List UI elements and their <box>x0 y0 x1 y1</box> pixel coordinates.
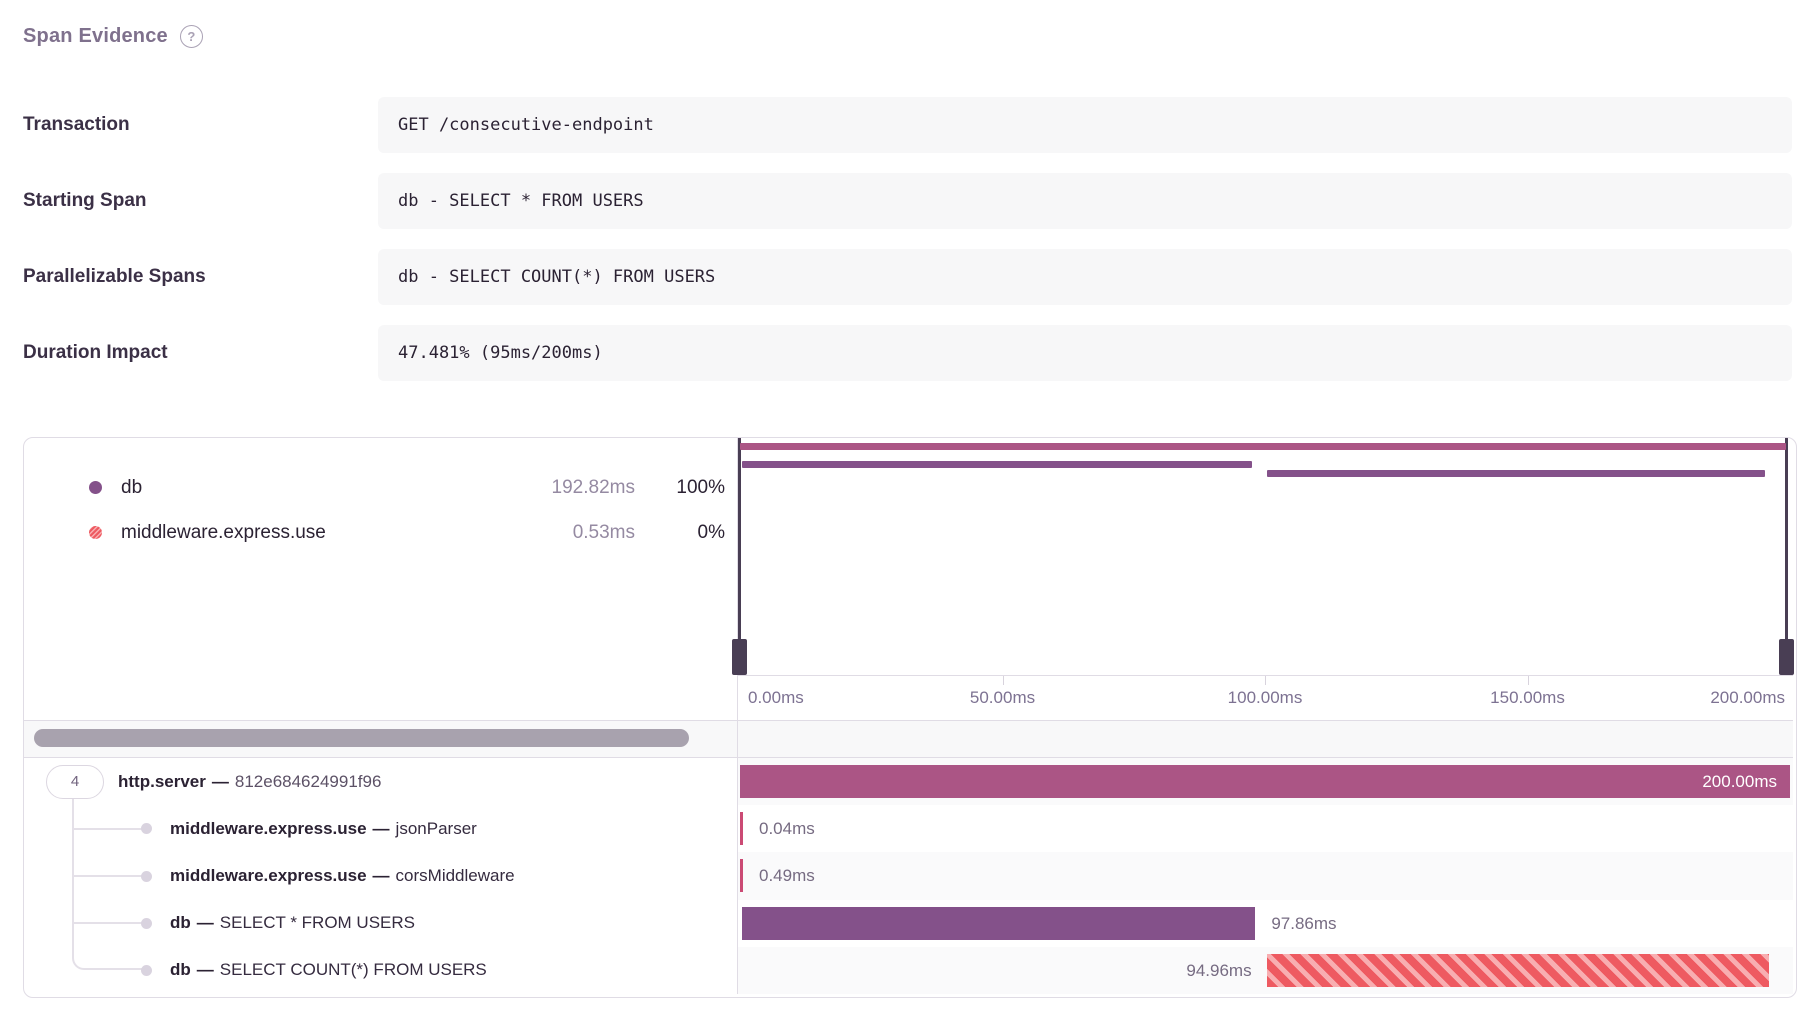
span-description: jsonParser <box>395 818 477 838</box>
span-description: SELECT * FROM USERS <box>219 913 416 933</box>
help-icon[interactable]: ? <box>179 24 203 48</box>
timeline-scroll-strip <box>737 720 1793 758</box>
axis-tick-label: 0.00ms <box>748 688 804 707</box>
tree-node-dot <box>141 917 152 929</box>
axis-tick-label: 100.00ms <box>1227 688 1303 707</box>
minimap-left-grip[interactable] <box>732 639 747 675</box>
span-separator: — <box>372 818 390 838</box>
span-op: db <box>170 913 191 933</box>
evidence-row-label: Parallelizable Spans <box>23 266 206 287</box>
children-count-badge[interactable]: 4 <box>46 764 104 799</box>
span-duration-bars: 200.00ms 0.04ms 0.49ms 97.86ms 94.96ms <box>737 758 1793 994</box>
axis-tick-mark <box>1527 676 1529 685</box>
legend-duration: 0.53ms <box>572 521 635 543</box>
span-separator: — <box>372 865 390 885</box>
legend-op-name: db <box>121 476 143 498</box>
evidence-row-label: Transaction <box>23 114 130 135</box>
span-duration-bar[interactable] <box>740 859 743 893</box>
tree-scrollbar-track <box>24 720 737 758</box>
axis-tick-mark <box>1002 676 1004 685</box>
span-duration-label: 94.96ms <box>1186 960 1252 980</box>
span-bar-row: 0.49ms <box>738 852 1793 900</box>
evidence-table: Transaction GET /consecutive-endpoint St… <box>23 97 1792 381</box>
axis-tick-label: 50.00ms <box>969 688 1036 707</box>
span-bar-row: 97.86ms <box>738 900 1793 947</box>
tree-node-dot <box>141 870 152 882</box>
span-duration-bar[interactable] <box>740 812 743 846</box>
span-duration-bar[interactable] <box>740 765 1790 798</box>
minimap-span-bar <box>741 461 1252 468</box>
evidence-row-value: db - SELECT COUNT(*) FROM USERS <box>378 249 1792 305</box>
span-op: http.server <box>118 771 206 791</box>
span-bar-row: 200.00ms <box>738 758 1793 806</box>
tree-node-dot <box>141 964 152 976</box>
span-op: middleware.express.use <box>170 818 367 838</box>
span-duration-label: 200.00ms <box>1702 772 1777 791</box>
span-duration-bar[interactable] <box>1266 953 1769 987</box>
span-separator: — <box>196 913 214 933</box>
span-tree-row[interactable]: db — SELECT * FROM USERS <box>24 900 737 947</box>
legend-row[interactable]: middleware.express.use 0.53ms 0% <box>89 510 725 555</box>
legend-swatch-icon <box>89 481 102 494</box>
span-duration-label: 0.04ms <box>759 819 815 839</box>
span-description: SELECT COUNT(*) FROM USERS <box>219 960 487 980</box>
span-separator: — <box>211 771 229 791</box>
tree-node-dot <box>141 823 152 835</box>
page-title: Span Evidence <box>23 24 168 47</box>
legend-percent: 0% <box>697 521 725 543</box>
span-tree-row[interactable]: middleware.express.use — corsMiddleware <box>24 852 737 899</box>
span-separator: — <box>196 960 214 980</box>
legend-percent: 100% <box>676 476 725 498</box>
span-duration-label: 0.49ms <box>759 866 815 886</box>
span-op: db <box>170 960 191 980</box>
span-tree-row[interactable]: db — SELECT COUNT(*) FROM USERS <box>24 947 737 994</box>
span-op: middleware.express.use <box>170 865 367 885</box>
tree-connector-curve <box>72 923 142 971</box>
tree-connector-branch <box>74 875 142 877</box>
legend-row[interactable]: db 192.82ms 100% <box>89 465 725 510</box>
legend-op-name: middleware.express.use <box>121 521 326 543</box>
tree-connector-trunk <box>72 799 74 924</box>
span-duration-label: 97.86ms <box>1271 913 1337 933</box>
timeline-top-cell: 0.00ms 50.00ms 100.00ms 150.00ms 200.00ms <box>732 438 1794 720</box>
trace-minimap[interactable] <box>732 438 1794 676</box>
tree-connector-branch <box>74 827 142 830</box>
evidence-row-label: Starting Span <box>23 190 147 211</box>
legend-swatch-icon <box>89 526 102 539</box>
span-description: 812e684624991f96 <box>234 771 382 791</box>
page-header: Span Evidence ? <box>23 22 1820 50</box>
span-bar-row: 94.96ms <box>738 946 1793 994</box>
ops-legend: db 192.82ms 100% middleware.express.use … <box>24 438 737 720</box>
legend-duration: 192.82ms <box>551 476 635 498</box>
span-description: corsMiddleware <box>395 865 515 885</box>
minimap-right-grip[interactable] <box>1779 639 1794 675</box>
minimap-span-bar <box>1266 470 1765 477</box>
evidence-row-value: 47.481% (95ms/200ms) <box>378 325 1792 381</box>
axis-tick-mark <box>1265 676 1266 685</box>
evidence-row-value: db - SELECT * FROM USERS <box>378 173 1792 229</box>
minimap-left-handle[interactable] <box>732 438 747 675</box>
span-duration-bar[interactable] <box>741 906 1256 940</box>
span-waterfall-panel: db 192.82ms 100% middleware.express.use … <box>23 437 1797 998</box>
minimap-span-bar <box>740 443 1786 450</box>
evidence-row-label: Duration Impact <box>23 342 168 363</box>
axis-tick-label: 200.00ms <box>1710 688 1785 707</box>
axis-tick-label: 150.00ms <box>1490 688 1565 707</box>
span-tree-row[interactable]: middleware.express.use — jsonParser <box>24 805 737 852</box>
span-tree: 4 http.server — 812e684624991f96 middlew… <box>24 758 737 994</box>
minimap-right-handle[interactable] <box>1779 438 1794 675</box>
tree-scrollbar-thumb[interactable] <box>34 729 689 747</box>
span-tree-row[interactable]: 4 http.server — 812e684624991f96 <box>24 758 737 805</box>
span-bar-row: 0.04ms <box>738 805 1793 852</box>
time-axis: 0.00ms 50.00ms 100.00ms 150.00ms 200.00ms <box>738 676 1793 719</box>
evidence-row-value: GET /consecutive-endpoint <box>378 97 1792 153</box>
tree-connector-branch <box>74 922 142 925</box>
